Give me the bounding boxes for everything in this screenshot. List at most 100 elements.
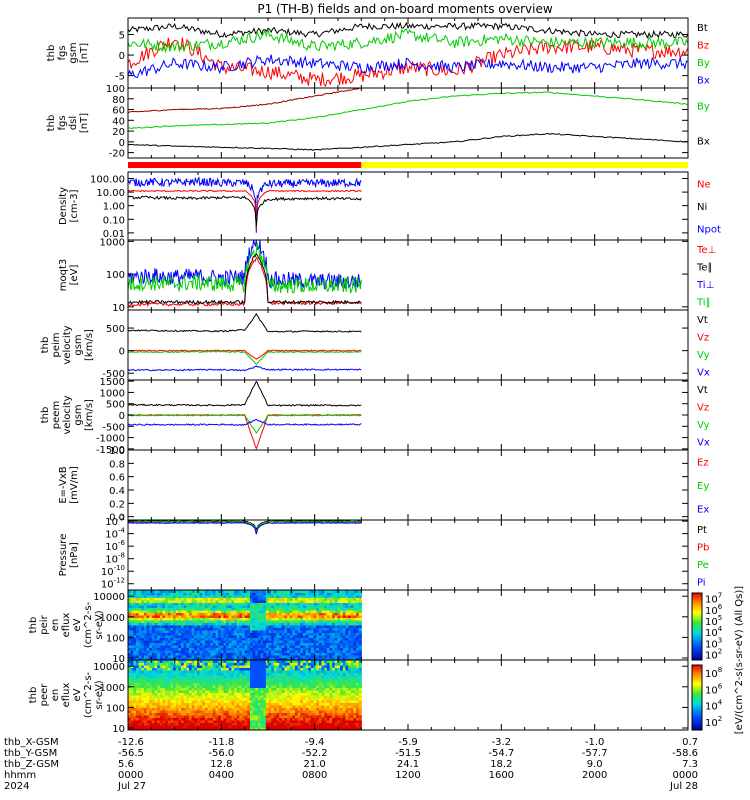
spectrogram-cell (157, 650, 161, 653)
spectrogram-cell (324, 655, 328, 658)
spectrogram-cell (247, 610, 251, 613)
spectrogram-cell (188, 657, 193, 661)
spectrogram-cell (143, 692, 148, 696)
spectrogram-cell (332, 617, 336, 621)
spectrogram-cell (128, 630, 132, 633)
spectrogram-cell (149, 647, 153, 651)
spectrogram-cell (244, 695, 248, 698)
spectrogram-cell (295, 612, 299, 616)
spectrogram-cell (249, 640, 254, 643)
spectrogram-cell (271, 665, 275, 668)
spectrogram-cell (234, 597, 238, 601)
spectrogram-cell (234, 647, 238, 651)
spectrogram-cell (165, 612, 169, 616)
spectrogram-cell (135, 727, 140, 731)
spectrogram-cell (244, 632, 248, 636)
spectrogram-cell (265, 690, 270, 693)
spectrogram-cell (188, 635, 193, 638)
spectrogram-cell (247, 620, 251, 623)
spectrogram-cell (196, 665, 201, 668)
spectrogram-cell (263, 725, 267, 728)
spectrogram-cell (138, 590, 142, 593)
spectrogram-cell (157, 672, 161, 676)
spectrogram-cell (135, 662, 140, 666)
spectrogram-cell (204, 592, 209, 596)
spectrogram-cell (146, 712, 150, 716)
spectrogram-cell (191, 632, 195, 636)
spectrogram-cell (345, 627, 349, 631)
spectrogram-cell (350, 642, 354, 646)
spectrogram-cell (260, 682, 264, 686)
spectrogram-cell (196, 632, 201, 636)
spectrogram-cell (324, 645, 328, 648)
spectrogram-cell (173, 597, 177, 601)
spectrogram-cell (199, 612, 203, 616)
spectrogram-cell (226, 670, 230, 673)
spectrogram-cell (236, 657, 240, 661)
spectrogram-cell (244, 702, 248, 706)
spectrogram-cell (165, 605, 169, 608)
spectrogram-cell (178, 642, 182, 646)
spectrogram-cell (329, 605, 333, 608)
spectrogram-cell (188, 697, 193, 701)
spectrogram-cell (326, 597, 331, 601)
spectrogram-cell (247, 627, 251, 631)
spectrogram-cell (236, 727, 240, 731)
spectrogram-cell (188, 625, 193, 628)
spectrogram-cell (303, 637, 307, 641)
spectrogram-cell (194, 687, 198, 691)
spectrogram-cell (329, 615, 333, 618)
spectrogram-cell (223, 650, 227, 653)
spectrogram-cell (157, 612, 161, 616)
spectrogram-cell (273, 682, 277, 686)
spectrogram-cell (348, 630, 352, 633)
spectrogram-cell (239, 725, 243, 728)
legend-label: Vx (697, 367, 710, 378)
spectrogram-cell (257, 677, 262, 681)
spectrogram-cell (236, 667, 240, 671)
spectrogram-cell (130, 702, 134, 706)
spectrogram-cell (295, 645, 299, 648)
spectrogram-cell (252, 707, 256, 711)
series-line-fgs_dsl-2 (127, 132, 689, 151)
spectrogram-cell (239, 635, 243, 638)
spectrogram-cell (204, 595, 209, 598)
spectrogram-cell (350, 635, 354, 638)
spectrogram-cell (281, 672, 285, 676)
spectrogram-cell (157, 622, 161, 626)
spectrogram-cell (188, 645, 193, 648)
y-axis-label: dsl (68, 116, 79, 130)
spectrogram-cell (271, 710, 275, 713)
spectrogram-cell (186, 690, 190, 693)
spectrogram-cell (143, 607, 148, 611)
spectrogram-cell (167, 710, 171, 713)
spectrogram-cell (154, 622, 158, 626)
spectrogram-cell (268, 692, 272, 696)
spectrogram-cell (234, 667, 238, 671)
spectrogram-cell (226, 687, 230, 691)
spectrogram-cell (273, 625, 277, 628)
spectrogram-cell (159, 635, 163, 638)
spectrogram-cell (236, 605, 240, 608)
spectrogram-cell (167, 600, 171, 603)
spectrogram-cell (265, 717, 270, 721)
spectrogram-cell (167, 635, 171, 638)
spectrogram-cell (276, 622, 280, 626)
spectrogram-cell (268, 682, 272, 686)
spectrogram-cell (284, 672, 288, 676)
y-tick-label: -1000 (96, 434, 125, 445)
spectrogram-cell (318, 630, 323, 633)
spectrogram-cell (128, 592, 132, 596)
spectrogram-cell (279, 595, 283, 598)
spectrogram-cell (220, 642, 224, 646)
spectrogram-cell (268, 597, 272, 601)
spectrogram-cell (276, 700, 280, 703)
spectrogram-cell (138, 610, 142, 613)
spectrogram-cell (257, 697, 262, 701)
spectrogram-cell (178, 665, 182, 668)
spectrogram-cell (135, 592, 140, 596)
spectrogram-cell (128, 705, 132, 708)
spectrogram-cell (281, 655, 285, 658)
spectrogram-cell (135, 680, 140, 683)
spectrogram-cell (151, 650, 156, 653)
